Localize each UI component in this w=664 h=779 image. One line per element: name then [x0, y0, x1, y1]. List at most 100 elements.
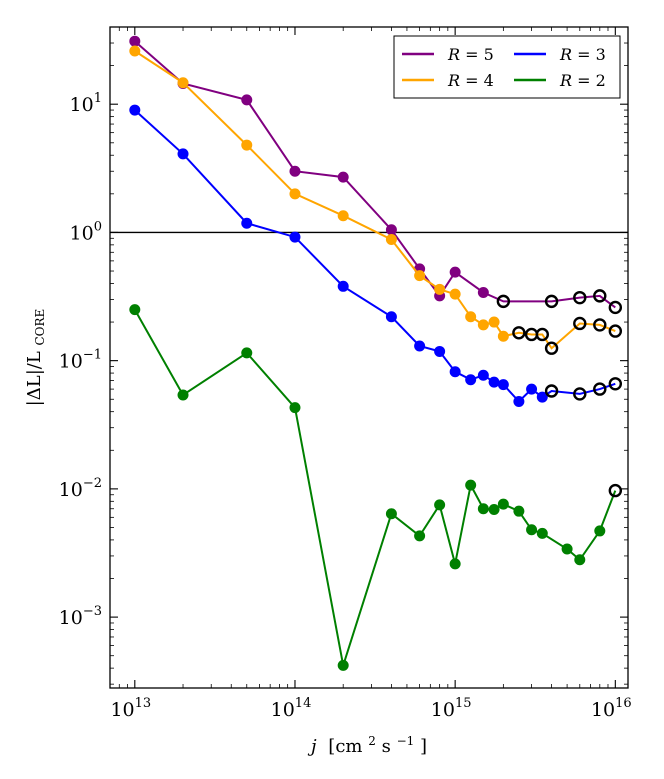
- data-point: [129, 35, 141, 47]
- data-point: [434, 345, 446, 357]
- data-point-hollow: [573, 290, 587, 305]
- x-tick-label: 1015: [431, 696, 472, 721]
- series-4: [129, 304, 623, 671]
- data-point: [129, 104, 141, 116]
- series-3: [129, 104, 623, 408]
- plot-frame: [109, 26, 629, 689]
- legend-item: R = 2: [514, 71, 606, 90]
- data-point: [465, 311, 477, 323]
- data-point: [337, 171, 349, 183]
- data-point: [289, 188, 301, 200]
- data-point: [574, 554, 586, 566]
- data-point-hollow: [535, 327, 549, 342]
- data-point-hollow: [608, 377, 623, 391]
- data-point: [488, 316, 500, 328]
- data-point: [129, 304, 141, 316]
- data-point: [385, 508, 397, 520]
- legend-label: R = 2: [559, 71, 606, 90]
- data-point: [536, 527, 548, 539]
- data-point: [177, 389, 189, 401]
- data-point-hollow: [608, 324, 623, 338]
- legend-item: R = 3: [514, 45, 606, 64]
- data-point-hollow: [608, 483, 623, 498]
- data-point: [449, 288, 461, 300]
- data-point: [337, 280, 349, 292]
- series-line: [134, 50, 616, 350]
- legend-item: R = 4: [402, 71, 494, 90]
- minor-ticks-layer: [110, 27, 628, 688]
- data-point: [526, 524, 538, 536]
- legend-item: R = 5: [402, 45, 494, 64]
- y-axis-label: |ΔL|/L CORE: [24, 309, 47, 407]
- x-axis-var: j: [307, 736, 317, 757]
- x-axis-label: j [cm 2 s −1 ]: [307, 729, 427, 757]
- data-point: [289, 165, 301, 177]
- x-tick-label: 1013: [110, 696, 151, 721]
- major-ticks-layer: 1013 1014 1015 1016 10−3 10−2 10−1 100 101: [59, 27, 632, 721]
- data-point-hollow: [593, 289, 607, 303]
- y-tick-label: 101: [70, 91, 102, 116]
- x-tick-label: 1016: [591, 696, 632, 721]
- y-axis-numerator: |ΔL|/L: [24, 351, 45, 406]
- data-point: [449, 266, 461, 278]
- x-axis-unit-sup2: −1: [397, 734, 415, 748]
- data-point-hollow: [512, 326, 526, 340]
- data-point: [526, 383, 538, 395]
- data-point-hollow: [593, 318, 607, 332]
- series-2: [129, 45, 623, 355]
- y-tick-label: 10−2: [59, 476, 102, 501]
- data-point: [337, 210, 349, 222]
- legend-label: R = 3: [559, 45, 606, 64]
- data-point: [477, 287, 489, 299]
- data-point: [289, 402, 301, 414]
- data-point: [385, 224, 397, 236]
- data-point: [241, 139, 253, 151]
- x-tick-label: 1014: [271, 696, 312, 721]
- data-point: [488, 376, 500, 388]
- y-tick-label: 10−3: [59, 604, 102, 629]
- data-point: [385, 234, 397, 246]
- series-line: [133, 309, 617, 666]
- data-point-hollow: [544, 294, 559, 309]
- legend-label: R = 4: [447, 71, 494, 90]
- data-point: [177, 148, 189, 160]
- x-axis-unit-mid: s: [382, 736, 391, 757]
- data-point: [497, 330, 509, 342]
- data-point: [434, 283, 446, 295]
- data-point-hollow: [573, 387, 587, 401]
- data-point: [241, 94, 253, 106]
- data-point: [177, 77, 189, 89]
- data-point-hollow: [573, 316, 587, 331]
- x-axis-unit-sup1: 2: [368, 734, 376, 748]
- data-point: [477, 319, 489, 331]
- data-point: [488, 504, 500, 516]
- data-point: [241, 347, 253, 359]
- data-point: [536, 391, 548, 403]
- data-point: [414, 270, 426, 282]
- data-point: [385, 311, 397, 323]
- series-line: [134, 109, 616, 403]
- y-tick-label: 10−1: [59, 348, 102, 373]
- data-point: [465, 374, 477, 386]
- data-point: [497, 379, 509, 391]
- data-point: [337, 659, 349, 671]
- data-point-hollow: [496, 294, 511, 309]
- data-point: [449, 558, 461, 570]
- data-point: [561, 543, 573, 555]
- data-point: [434, 499, 446, 511]
- data-point: [477, 503, 489, 515]
- data-point: [241, 217, 253, 229]
- data-point: [414, 530, 426, 542]
- data-point: [513, 396, 525, 408]
- x-axis-unit-pre: [cm: [328, 736, 362, 757]
- data-point: [414, 340, 426, 352]
- data-point-hollow: [608, 300, 623, 315]
- data-point-hollow: [544, 341, 559, 355]
- legend-box: [393, 35, 621, 99]
- y-tick-label: 100: [70, 219, 102, 244]
- legend-label: R = 5: [447, 45, 494, 64]
- data-point: [594, 525, 606, 537]
- data-point: [497, 498, 509, 510]
- x-axis-unit-post: ]: [420, 736, 427, 757]
